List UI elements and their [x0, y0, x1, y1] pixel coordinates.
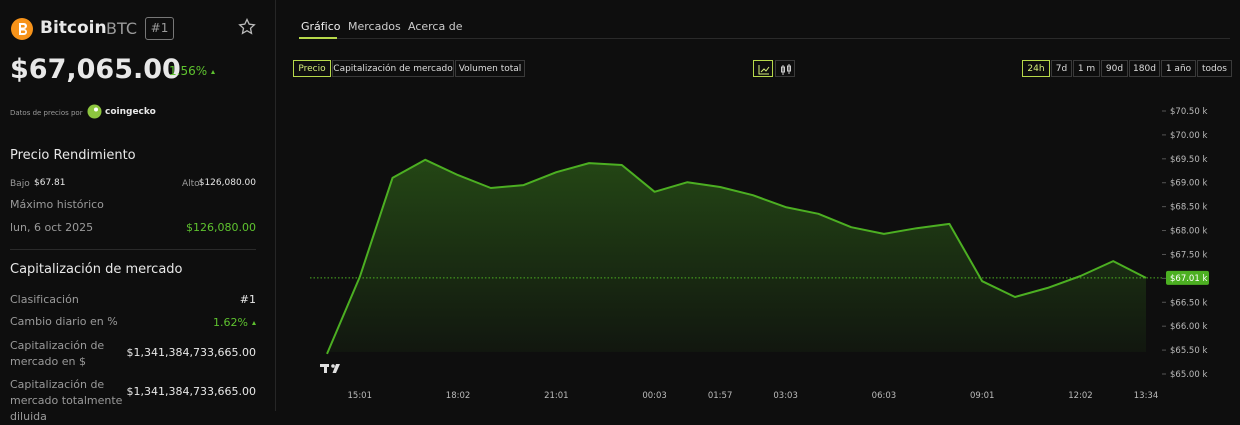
high-label: Alto — [182, 179, 200, 189]
x-tick-label: 06:03 — [872, 391, 897, 401]
panel-divider — [275, 0, 276, 411]
row-value: $1,341,384,733,665.00 — [126, 346, 256, 359]
range-button[interactable]: 7d — [1051, 60, 1072, 77]
tab-indicator — [299, 37, 337, 39]
row-value: 1.62% — [213, 316, 256, 329]
y-tick-label: $65.50 k — [1170, 346, 1207, 356]
y-tick-label: $66.00 k — [1170, 322, 1207, 332]
x-tick-label: 03:03 — [773, 391, 798, 401]
y-tick-label: $66.50 k — [1170, 298, 1207, 308]
section-title: Capitalización de mercado — [10, 262, 183, 277]
range-button[interactable]: 180d — [1129, 60, 1160, 77]
row-label: Capitalización de mercado en $ — [10, 339, 105, 368]
line-view-button[interactable] — [753, 60, 773, 77]
tradingview-logo — [320, 364, 340, 373]
x-tick-label: 13:34 — [1134, 391, 1159, 401]
metric-button[interactable]: Volumen total — [455, 60, 525, 77]
y-tick-label: $68.50 k — [1170, 203, 1207, 213]
range-button[interactable]: todos — [1197, 60, 1232, 77]
y-tick-label: $70.00 k — [1170, 131, 1207, 141]
coin-symbol: BTC — [106, 19, 137, 38]
x-tick-label: 09:01 — [970, 391, 995, 401]
coin-icon — [11, 18, 33, 40]
source-logo — [87, 104, 102, 119]
price-line — [326, 158, 1147, 355]
price-change: 1.56% — [169, 64, 215, 78]
area-fill — [327, 159, 1146, 354]
coin-name: Bitcoin — [40, 18, 107, 38]
y-tick-label: $67.50 k — [1170, 250, 1207, 260]
low-label: Bajo — [10, 179, 30, 189]
section-title: Precio Rendimiento — [10, 148, 136, 163]
y-tick-label: $70.50 k — [1170, 107, 1207, 117]
y-tick-label: $65.00 k — [1170, 370, 1207, 380]
x-tick-label: 01:57 — [708, 391, 733, 401]
tab[interactable]: Gráfico — [301, 20, 341, 33]
x-tick-label: 18:02 — [446, 391, 471, 401]
favorite-star[interactable] — [238, 18, 256, 36]
tab-rule — [299, 38, 1230, 39]
x-tick-label: 15:01 — [348, 391, 373, 401]
row-value: #1 — [239, 293, 256, 306]
source-name: coingecko — [105, 107, 156, 117]
low-value: $67.81 — [34, 178, 66, 188]
x-tick-label: 21:01 — [544, 391, 569, 401]
ath-label: Máximo histórico — [10, 198, 104, 211]
high-value: $126,080.00 — [198, 178, 256, 188]
last-price-badge — [1166, 270, 1209, 285]
tab[interactable]: Mercados — [348, 20, 401, 33]
range-button[interactable]: 1 año — [1161, 60, 1196, 77]
row-label: Cambio diario en % — [10, 315, 118, 328]
y-tick-label: $69.00 k — [1170, 179, 1207, 189]
page: Bitcoin BTC #1 $67,065.00 1.56% Datos de… — [0, 0, 1240, 411]
price-chart: $65.00 k$65.50 k$66.00 k$66.50 k$67.00 k… — [310, 107, 1209, 401]
row-value: $1,341,384,733,665.00 — [126, 385, 256, 398]
coin-price: $67,065.00 — [10, 54, 181, 85]
range-button[interactable]: 1 m — [1073, 60, 1100, 77]
metric-button[interactable]: Precio — [293, 60, 331, 77]
last-price-label: $67.01 k — [1170, 274, 1207, 284]
y-tick-label: $69.50 k — [1170, 155, 1207, 165]
range-button[interactable]: 90d — [1101, 60, 1128, 77]
source-label: Datos de precios por — [10, 109, 83, 117]
ath-date: lun, 6 oct 2025 — [10, 221, 94, 234]
ath-value: $126,080.00 — [186, 221, 256, 234]
x-tick-label: 12:02 — [1068, 391, 1093, 401]
range-button[interactable]: 24h — [1022, 60, 1050, 77]
coin-rank: #1 — [145, 17, 174, 40]
x-tick-label: 00:03 — [642, 391, 667, 401]
metric-button[interactable]: Capitalización de mercado — [332, 60, 454, 77]
y-tick-label: $68.00 k — [1170, 227, 1207, 237]
row-label: Clasificación — [10, 293, 79, 306]
divider — [10, 249, 256, 250]
tab[interactable]: Acerca de — [408, 20, 463, 33]
candle-view-button[interactable] — [775, 60, 795, 77]
